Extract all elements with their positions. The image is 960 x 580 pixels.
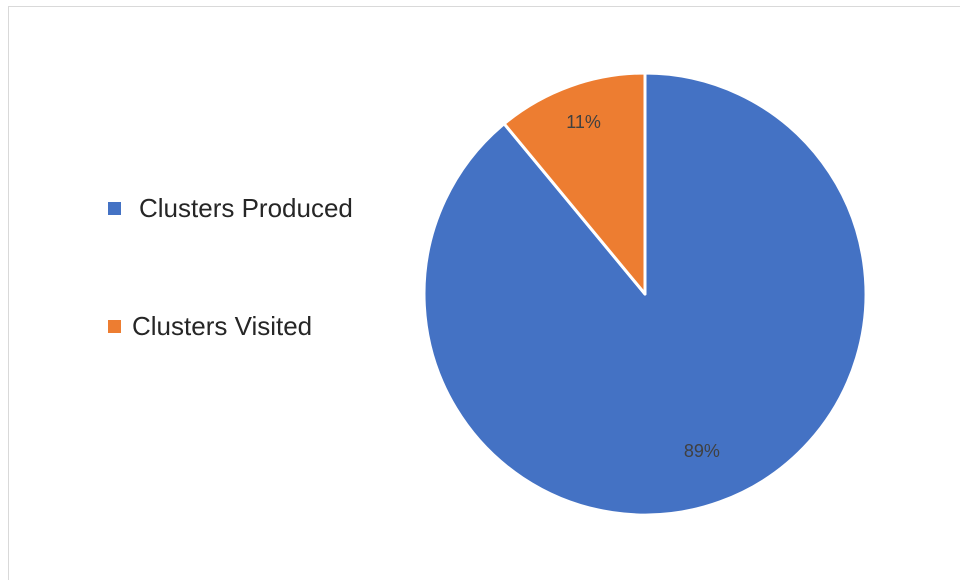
legend: Clusters Produced Clusters Visited <box>108 188 408 348</box>
legend-label-clusters-produced: Clusters Produced <box>139 193 353 223</box>
legend-swatch-clusters-visited <box>108 320 121 333</box>
pie-data-labels: 89% 11% <box>566 112 720 461</box>
legend-label-clusters-visited: Clusters Visited <box>132 311 313 341</box>
data-label-clusters-visited: 11% <box>566 112 601 132</box>
legend-item-clusters-produced: Clusters Produced <box>108 193 353 224</box>
data-label-clusters-produced: 89% <box>684 441 720 461</box>
pie-slices <box>422 71 868 517</box>
legend-item-clusters-visited: Clusters Visited <box>108 311 312 342</box>
pie-slice-clusters-visited <box>502 71 647 296</box>
legend-swatch-clusters-produced <box>108 202 121 215</box>
